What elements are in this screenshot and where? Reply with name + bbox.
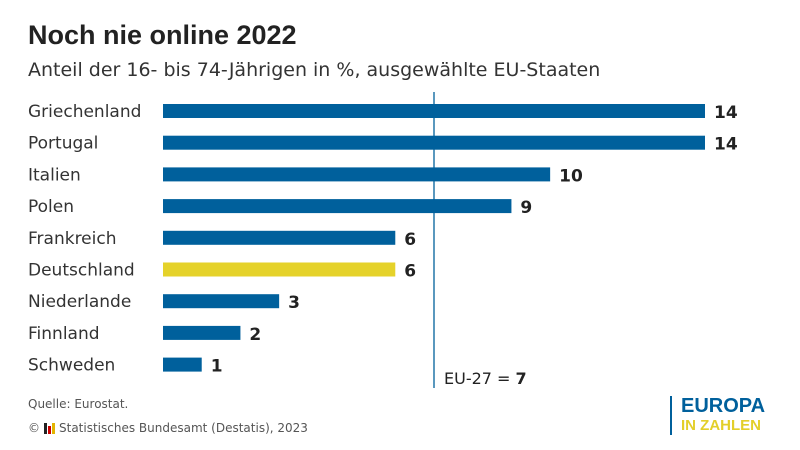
value-label: 10 <box>559 166 583 186</box>
eu-average-text: EU-27 = <box>444 369 516 388</box>
value-label: 2 <box>249 325 261 345</box>
europa-in-zahlen-logo: EUROPA IN ZAHLEN <box>670 396 765 435</box>
category-label: Italien <box>28 165 81 185</box>
category-label: Niederlande <box>28 292 131 312</box>
category-label: Portugal <box>28 134 98 154</box>
bar <box>163 325 241 340</box>
value-label: 3 <box>288 293 300 313</box>
category-label: Schweden <box>28 356 115 376</box>
brand-line1: EUROPA <box>681 395 766 417</box>
category-label: Finnland <box>28 324 100 344</box>
copyright-text: Statistisches Bundesamt (Destatis), 2023 <box>59 421 308 435</box>
bar <box>163 230 396 245</box>
value-label: 14 <box>714 135 738 155</box>
copyright-symbol: © <box>28 421 40 435</box>
category-label: Frankreich <box>28 229 117 249</box>
value-label: 14 <box>714 103 738 123</box>
destatis-logo-icon <box>44 422 55 434</box>
eu-average-label: EU-27 = 7 <box>444 369 527 388</box>
bar <box>163 357 202 372</box>
eu-average-value: 7 <box>516 369 527 388</box>
category-label: Polen <box>28 197 74 217</box>
value-label: 1 <box>211 357 223 377</box>
chart-subtitle: Anteil der 16- bis 74-Jährigen in %, aus… <box>28 59 601 81</box>
bar <box>163 199 512 214</box>
copyright-note: © Statistisches Bundesamt (Destatis), 20… <box>28 421 308 435</box>
chart-title: Noch nie online 2022 <box>28 20 297 50</box>
source-note: Quelle: Eurostat. <box>28 397 129 411</box>
value-label: 6 <box>404 230 416 250</box>
value-label: 6 <box>404 262 416 282</box>
bar <box>163 262 396 277</box>
category-label: Deutschland <box>28 261 135 281</box>
category-label: Griechenland <box>28 102 141 122</box>
bar <box>163 167 551 182</box>
bar <box>163 294 280 309</box>
brand-line2: IN ZAHLEN <box>681 417 761 434</box>
value-label: 9 <box>520 198 532 218</box>
